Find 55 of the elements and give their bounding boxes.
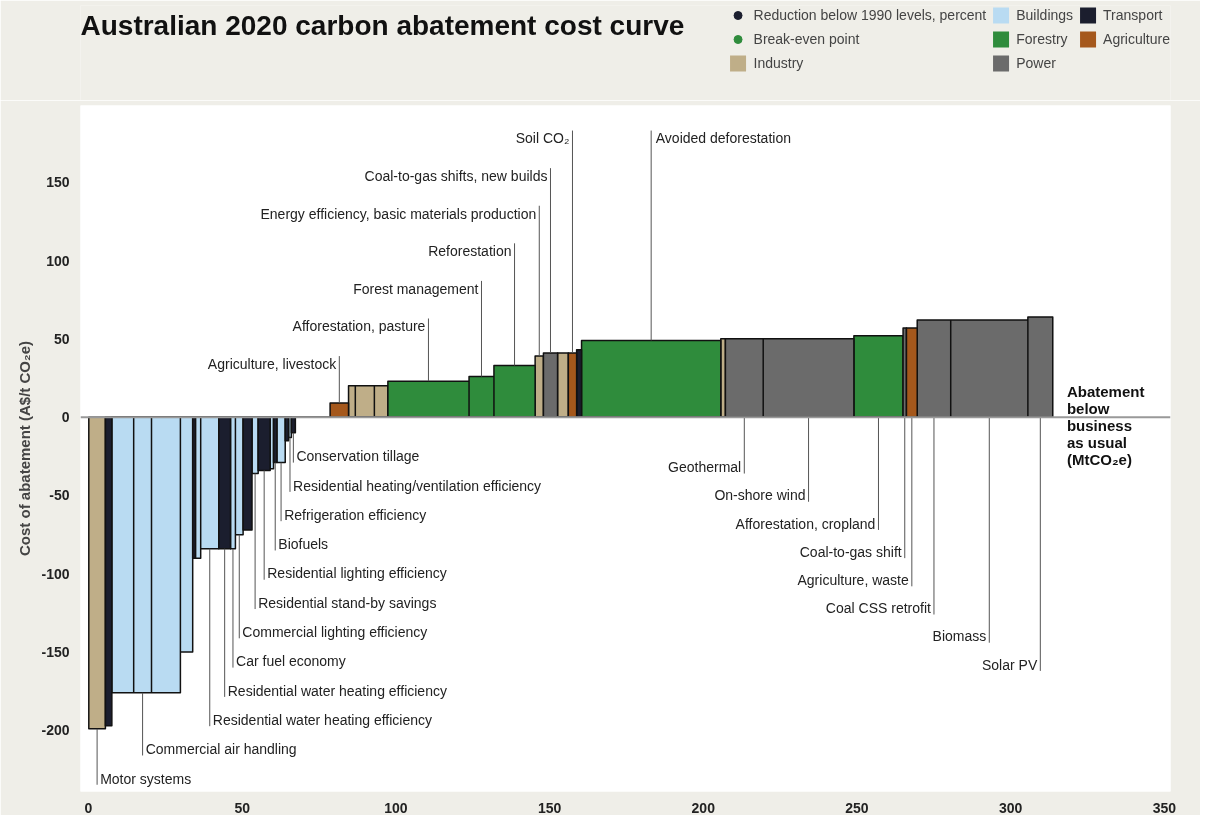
annotation: Soil CO₂	[515, 130, 570, 147]
annotation: Afforestation, cropland	[735, 515, 876, 532]
annotation: Residential water heating efficiency	[227, 682, 447, 699]
annotation: Car fuel economy	[236, 653, 346, 670]
legend-label: Reduction below 1990 levels, percent	[753, 7, 987, 23]
annotation: Conservation tillage	[296, 448, 420, 465]
y-tick-label: 0	[61, 409, 70, 426]
legend-label: Break-even point	[753, 31, 860, 47]
annotation: Biofuels	[278, 536, 329, 553]
x-tick-label: 100	[384, 799, 408, 816]
legend-label: Transport	[1103, 7, 1163, 23]
annotation: Solar PV	[982, 656, 1038, 673]
annotation: Forest management	[353, 280, 479, 297]
annotation: Residential water heating efficiency	[212, 711, 433, 728]
annotation: Residential lighting efficiency	[267, 565, 447, 582]
y-axis-title: Cost of abatement (A$/t CO₂e)	[16, 340, 34, 557]
y-tick-label: -150	[41, 644, 70, 661]
y-tick-label: 50	[53, 330, 70, 347]
y-tick-label: 100	[46, 252, 70, 269]
annotation: Afforestation, pasture	[292, 318, 426, 335]
x-tick-label: 300	[998, 799, 1023, 816]
annotation: Coal CSS retrofit	[825, 600, 931, 617]
annotation: Commercial lighting efficiency	[242, 624, 428, 641]
x-axis-title: Abatement below business as usual (MtCO₂e)	[1066, 382, 1145, 468]
legend-label: Buildings	[1016, 7, 1074, 23]
y-tick-label: -200	[41, 722, 70, 739]
legend-label: Industry	[753, 55, 804, 71]
annotation: On-shore wind	[714, 487, 806, 504]
x-tick-label: 200	[691, 799, 716, 816]
annotation: Coal-to-gas shift	[799, 543, 902, 560]
x-tick-label: 250	[845, 799, 869, 816]
annotation: Avoided deforestation	[655, 130, 791, 147]
legend-label: Forestry	[1016, 31, 1068, 47]
chart-title: Australian 2020 carbon abatement cost curve	[80, 10, 685, 42]
annotation: Agriculture, waste	[797, 572, 909, 589]
annotation: Coal-to-gas shifts, new builds	[364, 167, 548, 184]
annotation: Geothermal	[668, 459, 742, 476]
annotation: Refrigeration efficiency	[284, 506, 427, 523]
x-tick-label: 350	[1152, 799, 1177, 816]
annotation: Reforestation	[428, 243, 512, 260]
x-tick-label: 150	[537, 799, 562, 816]
annotation: Agriculture, livestock	[207, 355, 338, 372]
annotation: Commercial air handling	[145, 741, 297, 758]
annotation: Biomass	[932, 628, 987, 645]
annotation: Residential stand-by savings	[258, 594, 437, 611]
annotation: Residential heating/ventilation efficiency	[293, 477, 542, 494]
annotation: Energy efficiency, basic materials production	[260, 205, 537, 222]
y-tick-label: -100	[41, 565, 70, 582]
y-tick-label: -50	[49, 487, 70, 504]
legend-label: Agriculture	[1103, 31, 1170, 47]
annotation: Motor systems	[100, 770, 192, 787]
x-tick-label: 0	[84, 799, 93, 816]
legend-label: Power	[1016, 55, 1056, 71]
y-tick-label: 150	[46, 174, 70, 191]
x-tick-label: 50	[234, 799, 251, 816]
